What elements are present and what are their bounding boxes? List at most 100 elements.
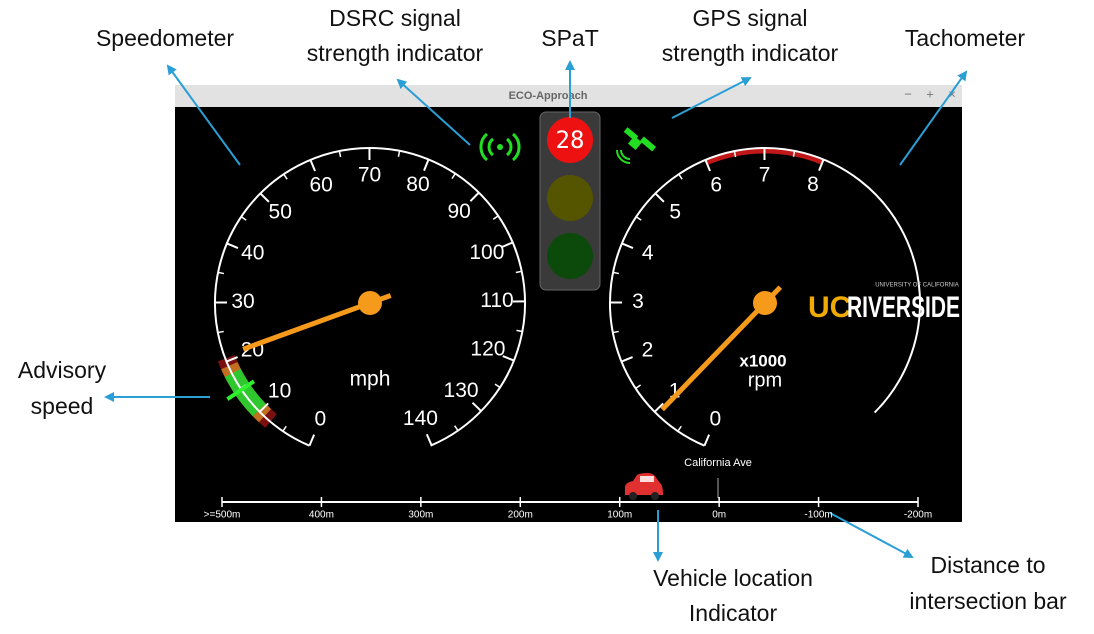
gauge-label: 100: [469, 241, 504, 264]
gauge-label: 0: [315, 407, 327, 430]
gauge-label: 130: [444, 379, 479, 402]
minor-tick: [515, 270, 522, 274]
major-tick: [259, 192, 270, 203]
rpm-multiplier: x1000: [739, 351, 786, 370]
minor-tick: [338, 150, 342, 158]
gauge-label: 5: [669, 201, 681, 224]
annotation: Vehicle location: [653, 565, 813, 591]
gauge-label: 2: [642, 339, 654, 362]
major-tick: [425, 433, 433, 446]
advisory-band: [224, 368, 266, 417]
gauge-label: 140: [403, 407, 438, 430]
minor-tick: [635, 216, 642, 221]
minor-tick: [612, 330, 619, 334]
gauge-label: 10: [268, 380, 291, 403]
gauge-label: 4: [642, 242, 654, 265]
yellow-light: [547, 175, 593, 221]
gauge-label: 40: [241, 242, 264, 265]
distance-label: 200m: [508, 510, 533, 521]
major-tick: [258, 402, 269, 413]
distance-label: 400m: [309, 510, 334, 521]
gauge-label: 8: [807, 173, 819, 196]
annotation: intersection bar: [909, 588, 1067, 614]
rpm-unit: rpm: [748, 369, 782, 391]
speed-unit: mph: [350, 368, 391, 391]
window-title: ECO-Approach: [509, 90, 588, 102]
annotation: Tachometer: [905, 25, 1026, 51]
annotation: Speedometer: [96, 25, 234, 51]
minor-tick: [283, 173, 288, 180]
major-tick: [308, 434, 316, 447]
logo-uc: UC: [808, 291, 851, 324]
street-name: California Ave: [684, 457, 752, 469]
major-tick: [423, 159, 430, 171]
major-tick: [653, 402, 664, 413]
annotation: strength indicator: [662, 40, 839, 66]
gauge-label: 110: [480, 289, 513, 312]
major-tick: [309, 159, 316, 172]
annotation: SPaT: [541, 25, 599, 51]
minor-tick: [282, 425, 287, 432]
gauge-label: 0: [710, 407, 722, 430]
major-tick: [471, 401, 482, 412]
minor-tick: [494, 383, 501, 389]
minor-tick: [217, 271, 225, 275]
minor-tick: [492, 215, 499, 220]
distance-label: 300m: [408, 510, 433, 521]
close-button[interactable]: ×: [948, 86, 956, 101]
minor-tick: [677, 425, 682, 432]
annotation: Advisory: [18, 357, 107, 383]
annotation: Distance to: [930, 552, 1045, 578]
major-tick: [226, 356, 238, 363]
vehicle-icon: [625, 473, 663, 500]
minor-tick: [240, 216, 247, 221]
minor-tick: [451, 173, 456, 180]
annotation: DSRC signal: [329, 5, 461, 31]
logo-university: UNIVERSITY OF CALIFORNIA: [875, 283, 959, 289]
major-tick: [654, 192, 665, 203]
dsrc-icon: [479, 132, 521, 162]
maximize-button[interactable]: +: [926, 86, 934, 101]
major-tick: [818, 159, 825, 171]
minor-tick: [635, 384, 642, 389]
gauge-label: 80: [406, 173, 429, 196]
major-tick: [703, 434, 711, 447]
gauge-label: 50: [269, 201, 292, 224]
minor-tick: [678, 173, 683, 180]
minor-tick: [453, 425, 459, 432]
major-tick: [501, 241, 514, 249]
needle-hub: [753, 291, 777, 315]
needle-hub: [358, 291, 382, 315]
annotation-arrows: [104, 60, 968, 562]
distance-label: 0m: [712, 510, 726, 521]
minor-tick: [792, 150, 796, 157]
annotation: Indicator: [689, 600, 778, 626]
gps-icon: [616, 127, 657, 164]
gauge-label: 1: [669, 380, 681, 403]
gauge-label: 30: [231, 290, 254, 313]
distance-label: 100m: [607, 510, 632, 521]
gauge-label: 90: [447, 200, 470, 223]
gauge-label: 120: [470, 338, 505, 361]
gauge-label: 3: [632, 290, 644, 313]
major-tick: [621, 356, 633, 363]
minor-tick: [733, 150, 737, 158]
gauge-label: 60: [310, 173, 333, 196]
distance-label: -200m: [904, 510, 932, 521]
gauge-label: 70: [358, 164, 381, 187]
major-tick: [704, 159, 711, 172]
annotation: strength indicator: [307, 40, 484, 66]
minor-tick: [217, 330, 224, 334]
minor-tick: [612, 271, 620, 275]
distance-label: -100m: [804, 510, 832, 521]
logo-name: RIVERSIDE: [847, 291, 960, 324]
major-tick: [621, 242, 634, 249]
annotation: GPS signal: [692, 5, 807, 31]
red-light: [547, 117, 593, 163]
minimize-button[interactable]: −: [904, 86, 912, 101]
spat-countdown: 28: [556, 126, 585, 154]
title-bar: [175, 85, 962, 107]
green-light: [547, 233, 593, 279]
gauge-label: 7: [759, 164, 771, 187]
